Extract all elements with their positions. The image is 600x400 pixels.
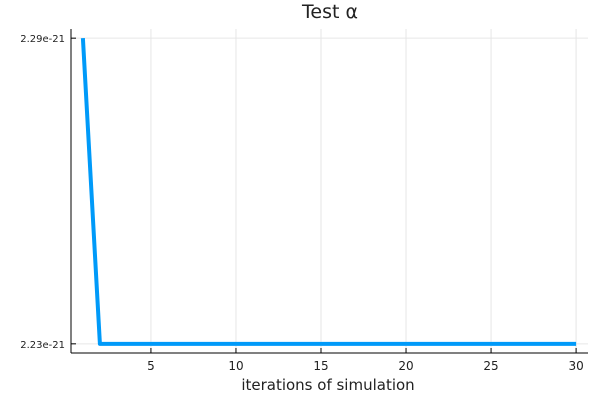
- x-tick-label: 20: [398, 359, 413, 373]
- grid: [71, 29, 588, 353]
- x-axis-label: iterations of simulation: [241, 376, 414, 394]
- chart-title: Test α: [301, 1, 358, 23]
- x-tick-label: 10: [228, 359, 243, 373]
- y-tick-label: 2.23e-21: [20, 340, 65, 351]
- series-line: [80, 38, 577, 346]
- x-tick-label: 30: [568, 359, 583, 373]
- x-tick-label: 25: [483, 359, 498, 373]
- axes: 5 10 15 20 25 30 2.23e-21 2.29e-21: [20, 29, 588, 373]
- x-tick-label: 15: [313, 359, 328, 373]
- y-tick-label: 2.29e-21: [20, 34, 65, 45]
- series-layer: [80, 38, 577, 346]
- x-tick-label: 5: [147, 359, 155, 373]
